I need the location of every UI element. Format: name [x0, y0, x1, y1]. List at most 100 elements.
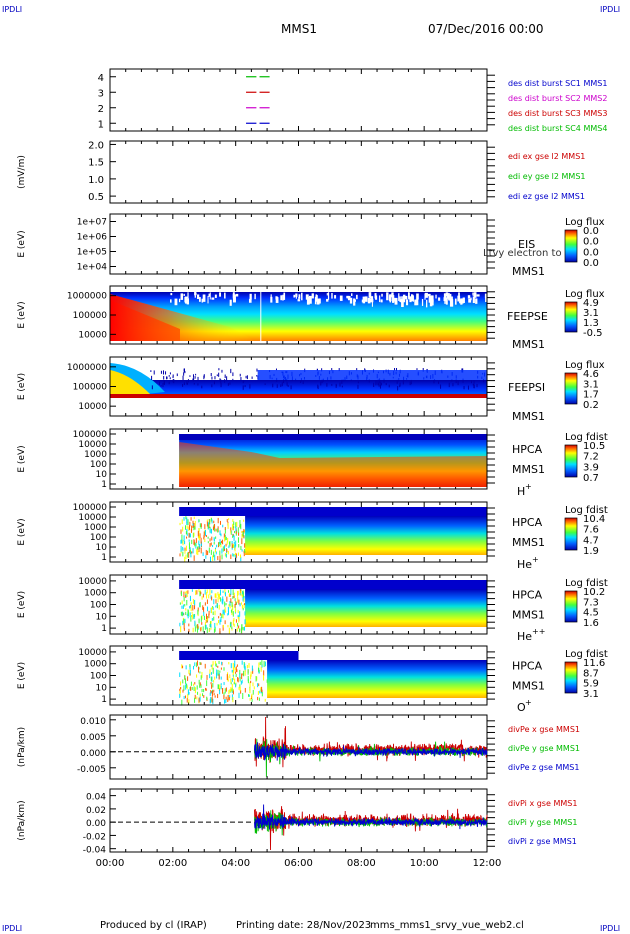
- hpca-hepp-speck: [231, 628, 233, 631]
- feepse-gap: [207, 295, 209, 304]
- hpca-he-speck: [217, 528, 219, 533]
- hpca-he-speck: [184, 550, 186, 554]
- hpca-he-colorbar-tick: 1.9: [583, 546, 599, 557]
- hpca-o-speck: [212, 667, 214, 674]
- hpca-hepp-speck: [203, 615, 205, 620]
- hpca-o-speck: [220, 685, 222, 690]
- hpca-o-speck: [181, 699, 183, 706]
- hpca-he-speck: [213, 520, 215, 524]
- hpca-o-speck: [247, 669, 249, 675]
- feepsi-dot: [187, 382, 189, 385]
- feepsi-dot: [402, 380, 404, 385]
- feepsi-dot: [229, 382, 231, 385]
- hpca-hepp-speck: [236, 602, 238, 605]
- hpca-hepp-speck: [206, 595, 208, 599]
- hpca-o-speck: [250, 671, 252, 677]
- hpca-hepp-speck: [214, 593, 216, 598]
- hpca-hepp-speck: [194, 599, 196, 606]
- hpca-he-speck: [182, 526, 184, 532]
- feepsi-dot: [409, 381, 411, 386]
- hpca-he-speck: [220, 540, 222, 544]
- divpe-x-trace: [254, 716, 488, 768]
- hpca-he-speck: [214, 528, 216, 532]
- feepse-gap: [375, 295, 378, 300]
- hpca-he-speck: [221, 548, 223, 554]
- eis-colorbar-tick: 0.0: [583, 237, 599, 248]
- feepse-gap: [202, 294, 206, 302]
- hpca-hepp-speck: [181, 611, 183, 617]
- hpca-hepp-speck: [237, 590, 239, 596]
- hpca-o-speck: [213, 689, 215, 693]
- hpca-he-speck: [213, 551, 215, 558]
- feepse-gap: [195, 292, 197, 295]
- hpca-hepp-speck: [208, 610, 210, 616]
- hpca-he-speck: [200, 537, 202, 544]
- hpca-o-speck: [229, 688, 231, 692]
- hpca-he-speck: [198, 527, 200, 534]
- hpca-he-speck: [199, 533, 201, 538]
- hpca-hepp-speck: [242, 627, 244, 631]
- hpca-o-speck: [261, 660, 263, 666]
- feepsi-tick-label: 1000000: [67, 363, 107, 373]
- hpca-o-speck: [219, 684, 221, 690]
- hpca-o-speck: [231, 678, 233, 682]
- hpca-o-speck: [234, 660, 236, 666]
- hpca-o-speck: [223, 694, 225, 700]
- hpca-he-speck: [203, 534, 205, 538]
- feepsi-dot: [326, 383, 328, 387]
- footer-produced-by: Produced by cl (IRAP): [100, 920, 207, 931]
- hpca-o-speck: [263, 661, 265, 668]
- hpca-o-speck: [230, 681, 232, 685]
- hpca-he-speck: [181, 519, 183, 524]
- hpca-he-speck: [243, 550, 245, 557]
- hpca-hepp-speck: [199, 602, 201, 608]
- hpca-hepp-speck: [222, 625, 224, 631]
- feepsi-dot: [256, 368, 258, 372]
- hpca-o-speck: [222, 688, 224, 694]
- hpca-he-speck: [205, 549, 207, 556]
- hpca-hepp-speck: [200, 591, 202, 595]
- hpca-he-speck: [211, 519, 213, 524]
- hpca-o-speck: [205, 688, 207, 691]
- hpca-o-speck: [180, 686, 182, 690]
- hpca-o-speck: [199, 682, 201, 686]
- hpca-he-speck: [224, 526, 226, 530]
- feepsi-dot: [385, 383, 387, 386]
- hpca-he-species: He: [517, 558, 532, 571]
- hpca-hepp-charge: ++: [532, 627, 545, 636]
- hpca-hepp-speck: [190, 614, 192, 617]
- hpca-he-speck: [215, 536, 217, 539]
- feepsi-dot: [473, 379, 475, 384]
- hpca-hepp-tick-label: 1: [101, 624, 107, 634]
- hpca-o-speck: [193, 686, 195, 692]
- hpca-hepp-speck: [189, 612, 191, 617]
- feepsi-dot: [338, 368, 340, 372]
- hpca-he-speck: [231, 541, 233, 545]
- hpca-he-speck: [239, 524, 241, 528]
- hpca-hepp-speck: [204, 589, 206, 595]
- hpca-hepp-speck: [238, 616, 240, 623]
- hpca-hepp-speck: [240, 602, 242, 605]
- feepse-tick-label: 1000000: [67, 292, 107, 302]
- hpca-he-speck: [235, 554, 237, 558]
- hpca-hepp-speck: [234, 598, 236, 602]
- feepsi-dot: [451, 379, 453, 382]
- feepse-gap: [219, 292, 222, 297]
- feepsi-dot: [339, 382, 341, 387]
- edi-tick-label: 1.0: [88, 175, 104, 186]
- hpca-he-speck: [240, 556, 242, 562]
- feepsi-dot: [239, 373, 241, 377]
- feepsi-dot: [227, 383, 229, 386]
- hpca-he-speck: [225, 536, 227, 541]
- hpca-he-speck: [200, 523, 202, 528]
- hpca-hepp-top-band: [179, 580, 487, 589]
- hpca-o-speck: [252, 689, 254, 695]
- hpca-o-speck: [248, 663, 250, 668]
- hpca-hepp-speck: [241, 624, 243, 630]
- hpca-o-colorbar-bar: [564, 661, 578, 694]
- hpca-h-border: [109, 428, 488, 490]
- divpe-legend-3: divPe z gse MMS1: [508, 763, 579, 772]
- hpca-he-speck: [229, 541, 231, 547]
- hpca-o-speck: [194, 694, 196, 700]
- feepsi-tick-label: 100000: [73, 383, 108, 393]
